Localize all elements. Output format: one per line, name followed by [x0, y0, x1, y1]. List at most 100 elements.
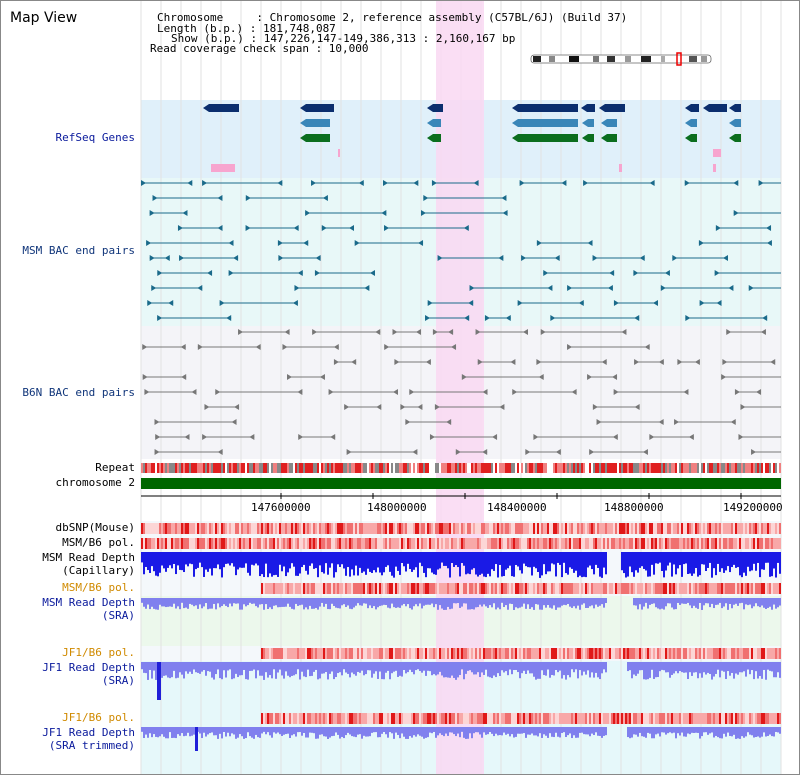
label-refseq-genes[interactable]: RefSeq Genes	[55, 131, 135, 144]
label-chromosome[interactable]: chromosome 2	[55, 476, 135, 489]
dbsnp-heat-cell	[667, 523, 669, 534]
msm-b6-pol-heat-cell	[399, 538, 401, 549]
jf1-b6-pol2-heat-cell	[481, 713, 483, 724]
repeat-bar	[607, 463, 609, 473]
label-msm-bac[interactable]: MSM BAC end pairs	[22, 244, 135, 257]
jf1-sra-depth-bar	[445, 662, 447, 678]
msm-capillary-depth-bar	[151, 552, 153, 567]
jf1-b6-pol2-heat-cell	[419, 713, 421, 724]
msm-b6-pol-heat-cell	[491, 538, 493, 549]
msm-bac-pair-arrow-icon	[147, 300, 153, 306]
msm-capillary-depth-bar	[505, 552, 507, 570]
b6n-bac-pair-arrow-icon	[634, 359, 640, 365]
repeat-bar	[195, 463, 197, 473]
jf1-trim-depth-bar	[391, 727, 393, 734]
jf1-trim-depth-bar	[211, 727, 213, 733]
repeat-bar	[589, 463, 591, 473]
jf1-sra-depth-bar	[269, 662, 271, 676]
repeat-bar	[303, 463, 305, 473]
msm-b6-pol2-heat-cell	[307, 583, 309, 594]
jf1-trim-depth-bar	[475, 727, 477, 733]
jf1-b6-pol-heat-cell	[267, 648, 269, 659]
dbsnp-heat-cell	[733, 523, 735, 534]
msm-sra-depth-bar	[453, 598, 455, 604]
jf1-trim-depth-bar	[667, 727, 669, 734]
jf1-b6-pol-heat-cell	[505, 648, 507, 659]
msm-sra-depth-bar	[573, 598, 575, 607]
label-msm-depth-capillary-1[interactable]: MSM Read Depth	[42, 551, 135, 564]
label-jf1-b6-pol-2[interactable]: JF1/B6 pol.	[62, 711, 135, 724]
label-b6n-bac[interactable]: B6N BAC end pairs	[22, 386, 135, 399]
jf1-trim-depth-bar	[365, 727, 367, 737]
msm-b6-pol-heat-cell	[419, 538, 421, 549]
jf1-b6-pol2-heat-cell	[483, 713, 485, 724]
msm-b6-pol2-heat-cell	[527, 583, 529, 594]
msm-capillary-depth-bar	[439, 552, 441, 569]
label-repeat[interactable]: Repeat	[95, 461, 135, 474]
msm-capillary-depth-bar	[219, 552, 221, 570]
msm-sra-depth-bar	[269, 598, 271, 608]
msm-sra-depth-bar	[533, 598, 535, 610]
jf1-b6-pol-heat-cell	[355, 648, 357, 659]
label-msm-b6-pol-2[interactable]: MSM/B6 pol.	[62, 581, 135, 594]
jf1-trim-depth-bar	[393, 727, 395, 739]
msm-b6-pol-heat-cell	[229, 538, 231, 549]
dbsnp-heat-cell	[397, 523, 399, 534]
msm-b6-pol-heat-cell	[283, 538, 285, 549]
repeat-bar	[313, 463, 315, 473]
label-jf1-depth-trim-1[interactable]: JF1 Read Depth	[42, 726, 135, 739]
msm-b6-pol2-heat-cell	[529, 583, 531, 594]
jf1-trim-depth-bar	[433, 727, 435, 732]
label-dbsnp[interactable]: dbSNP(Mouse)	[55, 521, 135, 534]
msm-sra-depth-bar	[555, 598, 557, 610]
msm-capillary-depth-bar	[433, 552, 435, 575]
msm-b6-pol2-heat-cell	[763, 583, 765, 594]
msm-b6-pol-heat-cell	[327, 538, 329, 549]
repeat-bar	[731, 463, 733, 473]
label-jf1-depth-sra-1[interactable]: JF1 Read Depth	[42, 661, 135, 674]
jf1-sra-depth-bar	[329, 662, 331, 674]
msm-b6-pol2-heat-cell	[583, 583, 585, 594]
msm-capillary-depth-bar	[371, 552, 373, 573]
msm-b6-pol-heat-cell	[571, 538, 573, 549]
jf1-trim-depth-bar	[575, 727, 577, 738]
jf1-b6-pol2-heat-cell	[445, 713, 447, 724]
msm-b6-pol-heat-cell	[629, 538, 631, 549]
msm-sra-depth-bar	[315, 598, 317, 608]
jf1-b6-pol2-heat-cell	[563, 713, 565, 724]
jf1-b6-pol2-heat-cell	[297, 713, 299, 724]
msm-b6-pol-heat-cell	[145, 538, 147, 549]
msm-b6-pol2-heat-cell	[605, 583, 607, 594]
repeat-bar	[597, 463, 599, 473]
msm-sra-depth-bar	[473, 598, 475, 610]
msm-capillary-depth-bar	[595, 552, 597, 565]
label-msm-b6-pol-1[interactable]: MSM/B6 pol.	[62, 536, 135, 549]
jf1-sra-depth-bar	[427, 662, 429, 671]
msm-sra-depth-bar	[577, 598, 579, 606]
msm-sra-depth-bar	[247, 598, 249, 606]
jf1-b6-pol-heat-cell	[595, 648, 597, 659]
label-msm-depth-sra-1[interactable]: MSM Read Depth	[42, 596, 135, 609]
dbsnp-heat-cell	[203, 523, 205, 534]
jf1-b6-pol2-heat-cell	[709, 713, 711, 724]
dbsnp-heat-cell	[725, 523, 727, 534]
msm-sra-depth-bar	[325, 598, 327, 604]
dbsnp-heat-cell	[671, 523, 673, 534]
repeat-bar	[185, 463, 187, 473]
jf1-b6-pol-heat-cell	[657, 648, 659, 659]
repeat-bar	[537, 463, 539, 473]
jf1-b6-pol2-heat-cell	[547, 713, 549, 724]
jf1-trim-depth-bar	[263, 727, 265, 732]
msm-b6-pol-heat-cell	[189, 538, 191, 549]
msm-b6-pol-heat-cell	[249, 538, 251, 549]
jf1-b6-pol2-heat-cell	[683, 713, 685, 724]
msm-capillary-depth-bar	[177, 552, 179, 566]
label-jf1-b6-pol-1[interactable]: JF1/B6 pol.	[62, 646, 135, 659]
jf1-trim-depth-bar	[465, 727, 467, 739]
repeat-bar	[265, 463, 267, 473]
dbsnp-heat-cell	[543, 523, 545, 534]
jf1-trim-depth-bar	[401, 727, 403, 734]
msm-b6-pol-heat-cell	[339, 538, 341, 549]
msm-sra-depth-bar	[765, 598, 767, 610]
